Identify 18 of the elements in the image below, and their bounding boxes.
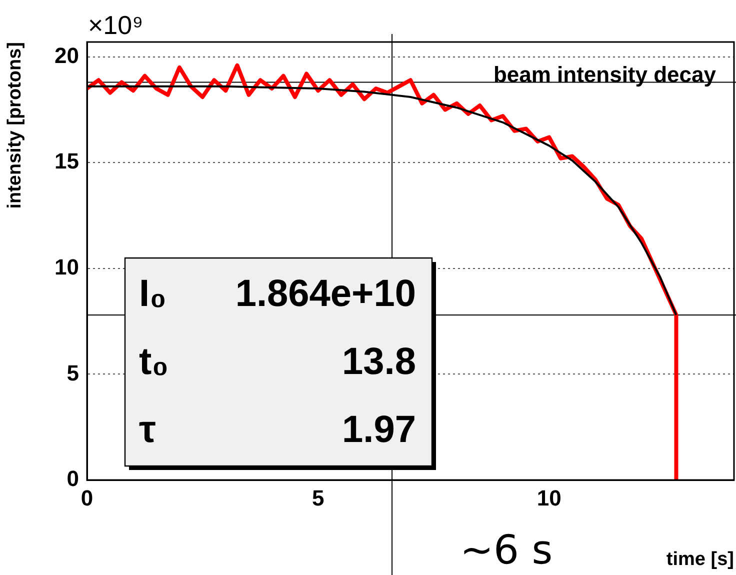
y-tick-label: 0 bbox=[66, 466, 79, 492]
text: ×10⁹ bbox=[88, 10, 144, 40]
y-tick-label: 20 bbox=[54, 42, 79, 68]
x-axis-title: time [s] bbox=[666, 548, 734, 570]
annotation: t₀ bbox=[139, 341, 169, 383]
annotation: 13.8 bbox=[342, 341, 416, 383]
x-tick-label: 10 bbox=[536, 485, 562, 510]
x-tick-label: 5 bbox=[312, 485, 324, 510]
y-tick-label: 15 bbox=[54, 148, 79, 174]
ref-line-label: ~6 s bbox=[460, 527, 553, 574]
annotation: I₀ bbox=[139, 273, 167, 315]
y-tick-label: 10 bbox=[54, 254, 79, 280]
annotation: 1.97 bbox=[342, 409, 416, 451]
y-axis-title: intensity [protons] bbox=[4, 42, 26, 209]
y-tick-label: 5 bbox=[66, 360, 79, 386]
annotation: τ bbox=[139, 409, 156, 451]
annotation: 1.864e+10 bbox=[235, 273, 416, 315]
text: beam intensity decay bbox=[493, 62, 717, 88]
